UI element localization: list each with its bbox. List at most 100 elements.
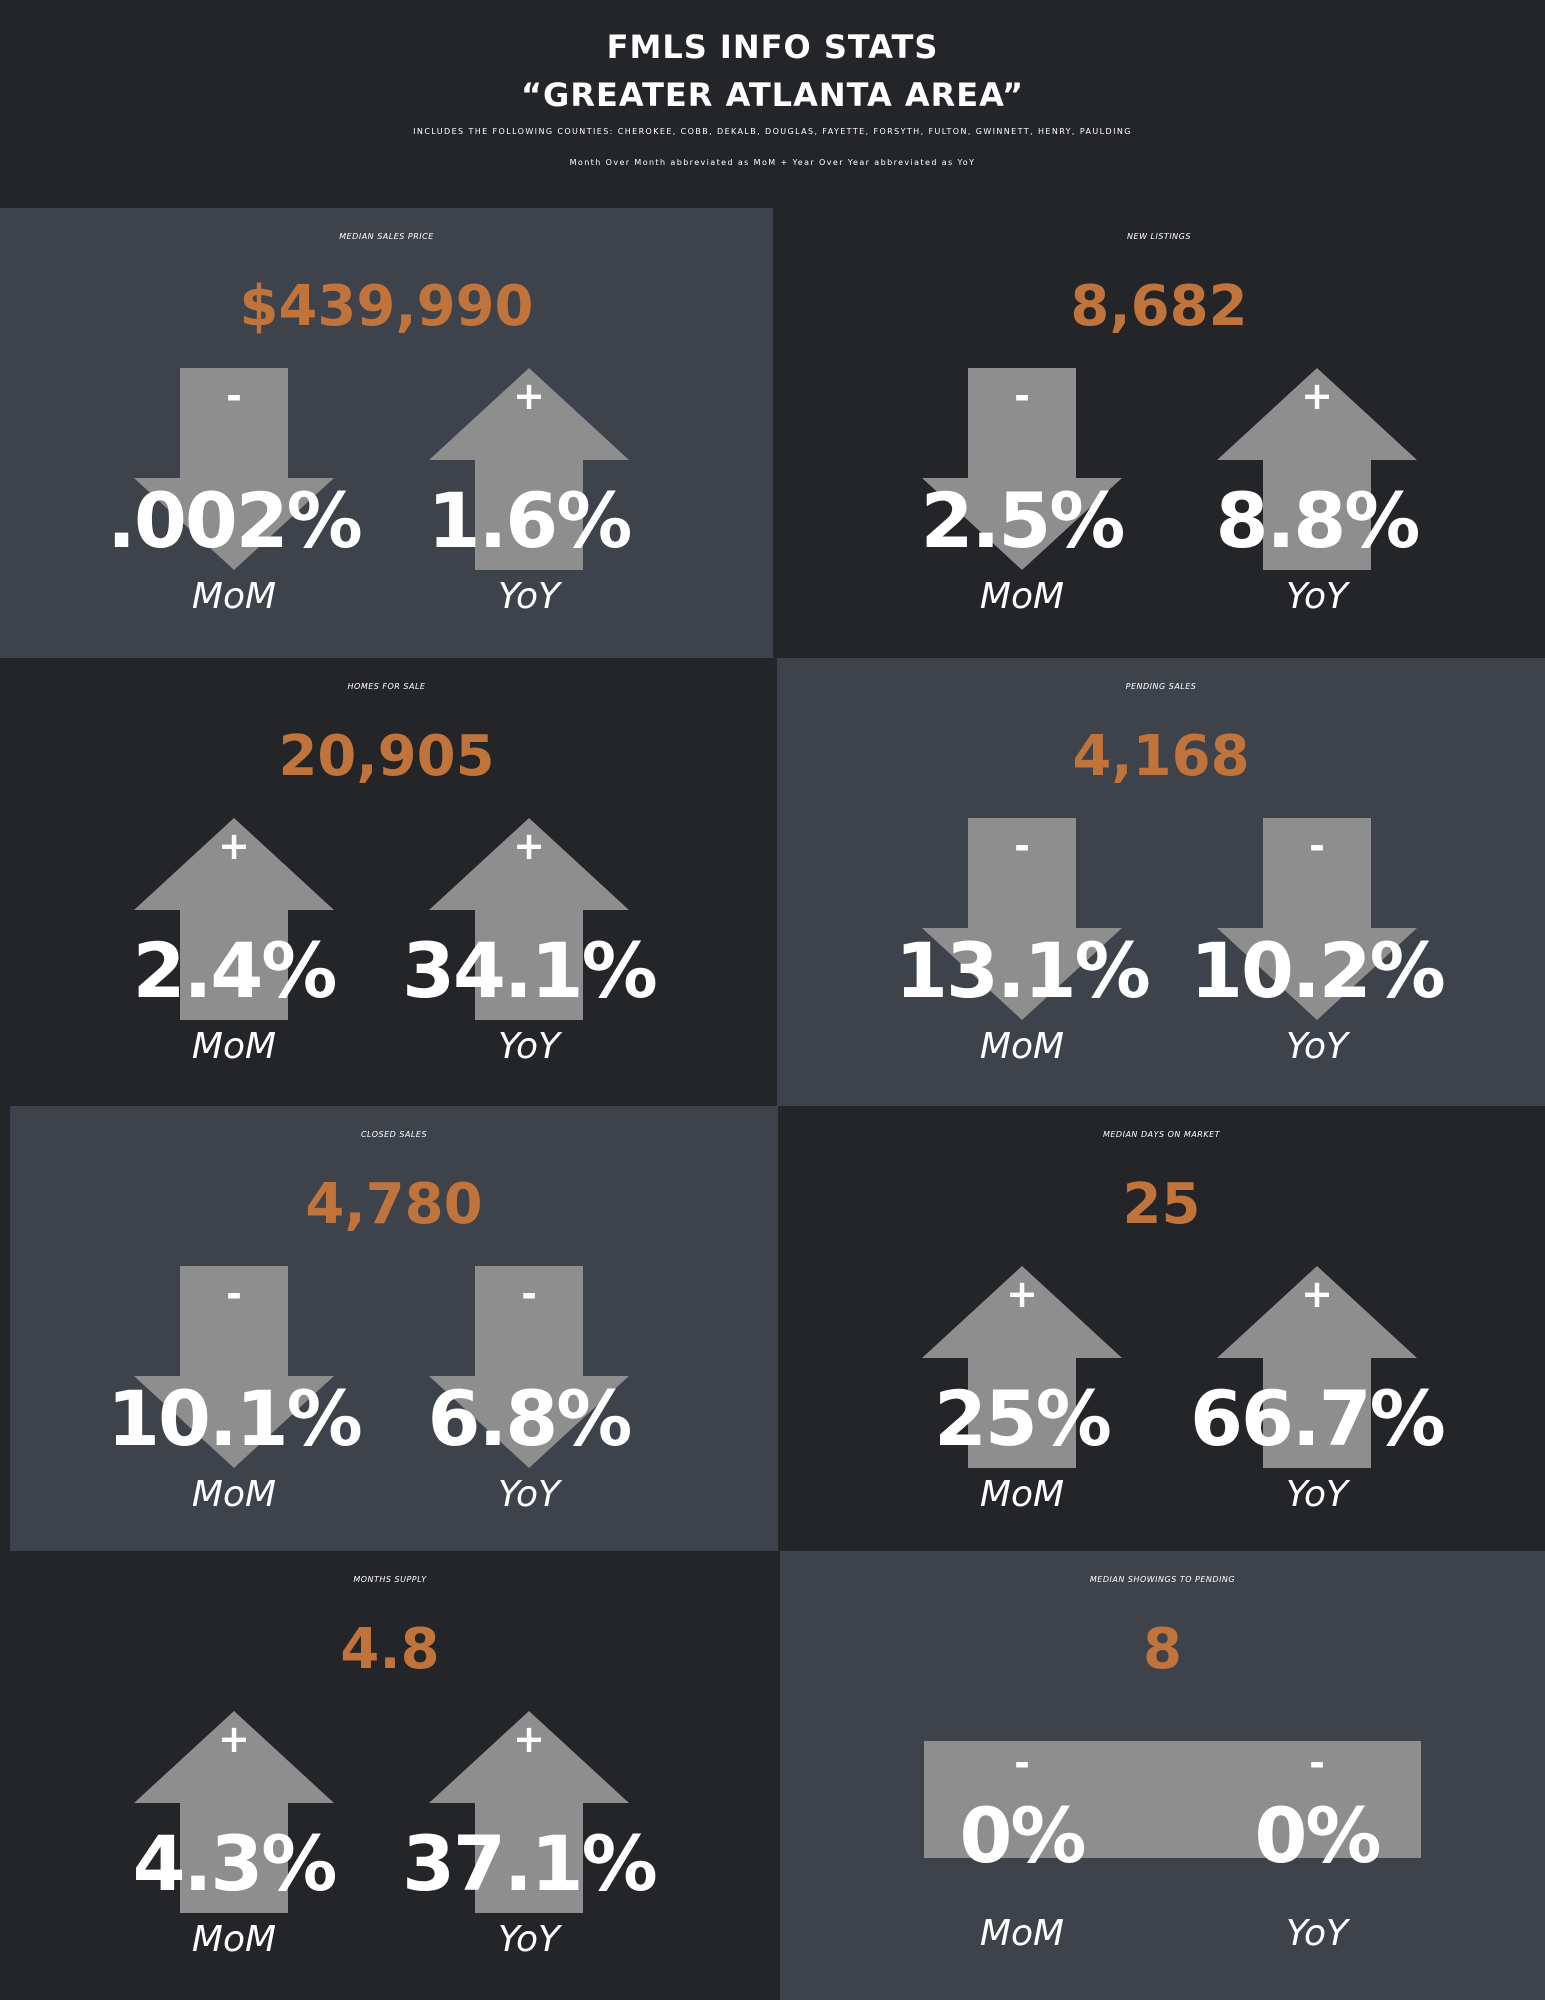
stat-title: CLOSED SALES <box>360 1130 428 1139</box>
mom-indicator: - .002% MoM <box>94 208 374 658</box>
mom-label: MoM <box>191 576 277 617</box>
yoy-percent: 8.8% <box>1215 476 1421 565</box>
stat-panel: MEDIAN DAYS ON MARKET 25 +25% MoM +66.7% YoY <box>778 1106 1545 1551</box>
mom-indicator: - 2.5% MoM <box>882 208 1162 658</box>
mom-label: MoM <box>191 1919 277 1960</box>
yoy-label: YoY <box>1285 1474 1349 1515</box>
stat-value: 4,168 <box>1072 724 1250 789</box>
arrow-up-icon <box>922 1266 1122 1468</box>
mom-percent: 10.1% <box>107 1374 363 1463</box>
stat-title: MEDIAN SHOWINGS TO PENDING <box>1089 1575 1236 1584</box>
page-title: FMLS INFO STATS <box>606 28 939 66</box>
counties-note: INCLUDES THE FOLLOWING COUNTIES: CHEROKE… <box>413 127 1132 136</box>
yoy-indicator: +66.7% YoY <box>1177 1106 1457 1551</box>
stat-value: 8,682 <box>1070 274 1248 339</box>
mom-sign: - <box>226 1272 242 1316</box>
mom-sign: - <box>1014 1741 1030 1785</box>
mom-percent: 0% <box>959 1791 1086 1880</box>
arrow-up-icon <box>429 818 629 1020</box>
arrow-up-icon <box>429 368 629 570</box>
yoy-percent: 34.1% <box>402 926 658 1015</box>
yoy-indicator: +1.6% YoY <box>389 208 669 658</box>
mom-sign: - <box>226 374 242 418</box>
mom-indicator: +4.3% MoM <box>94 1551 374 2000</box>
mom-percent: 4.3% <box>132 1819 338 1908</box>
yoy-label: YoY <box>1285 576 1349 617</box>
yoy-percent: 37.1% <box>402 1819 658 1908</box>
yoy-sign: + <box>513 374 545 418</box>
yoy-percent: 10.2% <box>1190 926 1446 1015</box>
stat-value: 20,905 <box>278 724 495 789</box>
arrow-up-icon <box>134 818 334 1020</box>
page-subtitle: “GREATER ATLANTA AREA” <box>521 76 1024 114</box>
mom-sign: - <box>1014 374 1030 418</box>
yoy-label: YoY <box>1285 1913 1349 1954</box>
mom-percent: .002% <box>107 476 363 565</box>
mom-label: MoM <box>979 1026 1065 1067</box>
yoy-indicator: - 0% YoY <box>1177 1551 1457 2000</box>
yoy-label: YoY <box>497 1474 561 1515</box>
yoy-percent: 1.6% <box>427 476 633 565</box>
mom-percent: 2.5% <box>920 476 1126 565</box>
yoy-label: YoY <box>497 1026 561 1067</box>
mom-sign: + <box>1006 1272 1038 1316</box>
arrow-down-icon <box>429 1266 629 1468</box>
abbreviations-note: Month Over Month abbreviated as MoM + Ye… <box>569 158 976 167</box>
stat-title: HOMES FOR SALE <box>347 682 426 691</box>
yoy-sign: + <box>1301 1272 1333 1316</box>
yoy-indicator: - 6.8% YoY <box>389 1106 669 1551</box>
stat-panel: PENDING SALES 4,168-13.1% MoM -10.2% YoY <box>777 658 1545 1106</box>
yoy-sign: + <box>513 824 545 868</box>
yoy-label: YoY <box>1285 1026 1349 1067</box>
stat-value: 25 <box>1122 1172 1201 1237</box>
yoy-label: YoY <box>497 1919 561 1960</box>
stat-panel: MEDIAN SALES PRICE $439,990 - .002% MoM +1.6%… <box>0 208 773 658</box>
mom-label: MoM <box>191 1474 277 1515</box>
yoy-sign: + <box>1301 374 1333 418</box>
stat-title: PENDING SALES <box>1125 682 1197 691</box>
yoy-indicator: +34.1% YoY <box>389 658 669 1106</box>
mom-indicator: - 0% MoM <box>882 1551 1162 2000</box>
stat-value: $439,990 <box>239 274 534 339</box>
mom-label: MoM <box>979 576 1065 617</box>
arrow-down-icon <box>1217 818 1417 1020</box>
stat-panel: CLOSED SALES 4,780 - 10.1% MoM -6.8% YoY <box>10 1106 778 1551</box>
arrow-up-icon <box>1217 1266 1417 1468</box>
header: FMLS INFO STATS “GREATER ATLANTA AREA” I… <box>0 0 1545 208</box>
mom-indicator: +2.4% MoM <box>94 658 374 1106</box>
yoy-sign: - <box>1309 824 1325 868</box>
yoy-percent: 0% <box>1254 1791 1381 1880</box>
stat-title: MEDIAN DAYS ON MARKET <box>1102 1130 1221 1139</box>
yoy-sign: - <box>1309 1741 1325 1785</box>
yoy-indicator: +37.1% YoY <box>389 1551 669 2000</box>
stat-title: NEW LISTINGS <box>1127 232 1191 241</box>
mom-percent: 2.4% <box>132 926 338 1015</box>
arrow-down-icon <box>922 818 1122 1020</box>
mom-sign: - <box>1014 824 1030 868</box>
mom-label: MoM <box>191 1026 277 1067</box>
arrow-up-icon <box>134 1711 334 1913</box>
stat-panel: HOMES FOR SALE 20,905 +2.4% MoM +34.1% YoY <box>0 658 773 1106</box>
arrow-down-icon <box>134 1266 334 1468</box>
mom-indicator: +25% MoM <box>882 1106 1162 1551</box>
yoy-sign: + <box>513 1717 545 1761</box>
stat-panel: MEDIAN SHOWINGS TO PENDING 8 - 0% MoM - 0% YoY <box>780 1551 1545 2000</box>
stat-title: MONTHS SUPPLY <box>353 1575 427 1584</box>
mom-label: MoM <box>979 1913 1065 1954</box>
mom-label: MoM <box>979 1474 1065 1515</box>
yoy-label: YoY <box>497 576 561 617</box>
stat-value: 4,780 <box>305 1172 483 1237</box>
stat-value: 8 <box>1143 1617 1182 1682</box>
mom-indicator: - 13.1% MoM <box>882 658 1162 1106</box>
arrow-up-icon <box>429 1711 629 1913</box>
yoy-percent: 66.7% <box>1190 1374 1446 1463</box>
mom-percent: 25% <box>934 1374 1112 1463</box>
yoy-indicator: - 10.2% YoY <box>1177 658 1457 1106</box>
stat-panel: MONTHS SUPPLY 4.8 +4.3% MoM +37.1% YoY <box>0 1551 780 2000</box>
mom-percent: 13.1% <box>895 926 1151 1015</box>
arrow-down-icon <box>134 368 334 570</box>
stat-title: MEDIAN SALES PRICE <box>339 232 434 241</box>
stat-panel: NEW LISTINGS 8,682- 2.5% MoM +8.8% YoY <box>773 208 1545 658</box>
flat-bar-icon <box>924 1741 1421 1858</box>
mom-sign: + <box>218 824 250 868</box>
